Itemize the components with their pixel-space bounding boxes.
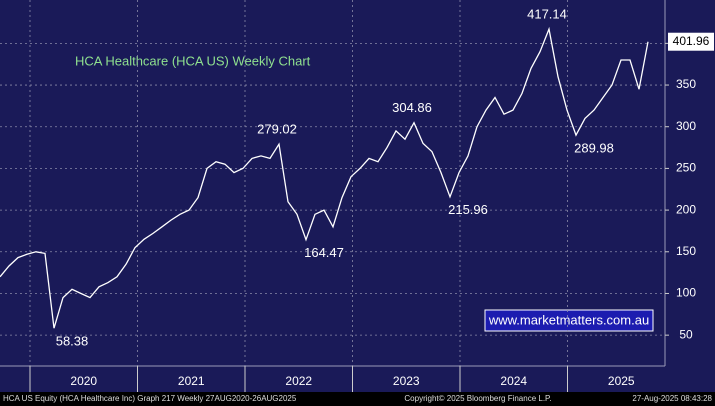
x-tick-label: 2020 — [70, 374, 97, 388]
x-tick-label: 2025 — [608, 374, 635, 388]
x-tick-label: 2023 — [393, 374, 420, 388]
footer-left: HCA US Equity (HCA Healthcare Inc) Graph… — [3, 394, 297, 403]
y-tick-label: 300 — [676, 119, 696, 133]
watermark: www.marketmatters.com.au — [488, 312, 649, 327]
data-label: 289.98 — [574, 141, 614, 156]
y-tick-label: 150 — [676, 244, 696, 258]
data-label: 215.96 — [448, 202, 488, 217]
y-tick-label: 250 — [676, 161, 696, 175]
chart-title: HCA Healthcare (HCA US) Weekly Chart — [75, 53, 311, 68]
price-line — [0, 26, 649, 329]
x-tick-label: 2024 — [500, 374, 527, 388]
data-label: 304.86 — [392, 100, 432, 115]
data-label: 417.14 — [527, 7, 567, 22]
data-label: 279.02 — [257, 122, 297, 137]
last-price-box — [668, 32, 714, 51]
x-tick-label: 2021 — [178, 374, 205, 388]
data-label: 164.47 — [304, 245, 344, 260]
y-tick-label: 350 — [676, 77, 696, 91]
data-label: 58.38 — [56, 334, 89, 349]
footer-center: Copyright© 2025 Bloomberg Finance L.P. — [404, 394, 551, 403]
watermark-box — [484, 309, 654, 332]
y-tick-label: 100 — [676, 286, 696, 300]
last-price-label: 401.96 — [673, 34, 710, 48]
footer-background — [0, 392, 715, 406]
y-tick-label: 50 — [679, 327, 693, 341]
y-tick-label: 200 — [676, 202, 696, 216]
footer-right: 27-Aug-2025 08:43:28 — [632, 394, 712, 403]
x-tick-label: 2022 — [285, 374, 312, 388]
